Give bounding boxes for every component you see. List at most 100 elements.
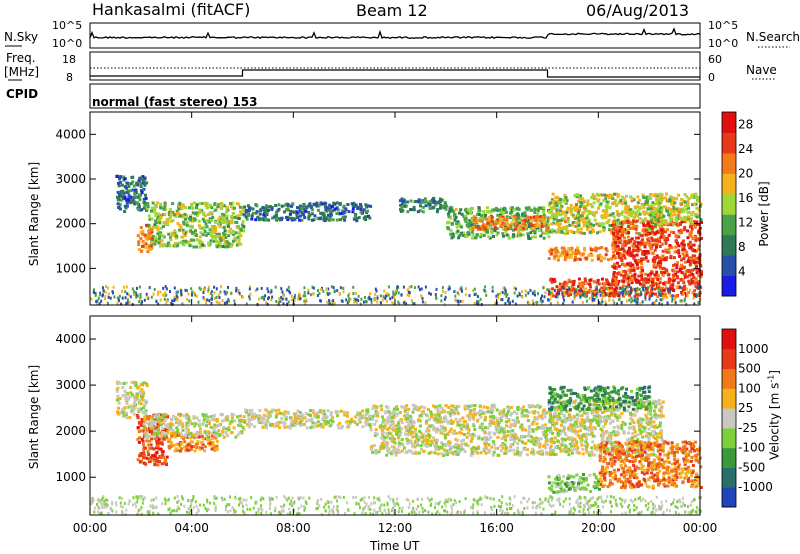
ground-scatter-cell (434, 293, 437, 297)
ground-scatter-cell (280, 297, 282, 301)
echo-cell (160, 462, 164, 466)
echo-cell (690, 277, 694, 281)
echo-cell (617, 201, 621, 205)
echo-cell (613, 276, 617, 280)
ground-scatter-cell (188, 299, 191, 303)
echo-cell (357, 216, 361, 220)
echo-cell (121, 189, 125, 193)
echo-cell (660, 258, 664, 262)
echo-cell (664, 241, 668, 245)
ground-scatter-cell (634, 288, 637, 291)
ground-scatter-cell (316, 289, 319, 292)
ground-scatter-cell (605, 293, 607, 297)
echo-cell (620, 195, 624, 199)
echo-cell (145, 417, 149, 421)
echo-cell (611, 241, 615, 245)
echo-cell (680, 263, 684, 267)
echo-cell (316, 411, 320, 415)
echo-cell (479, 232, 483, 236)
echo-cell (539, 217, 543, 221)
ground-scatter-cell (652, 301, 655, 305)
echo-cell (588, 230, 592, 234)
echo-cell (133, 398, 137, 402)
echo-cell (142, 241, 146, 245)
echo-cell (283, 414, 287, 418)
echo-cell (645, 287, 648, 290)
echo-cell (421, 205, 425, 209)
echo-cell (471, 233, 475, 237)
echo-cell (577, 206, 581, 210)
echo-cell (626, 274, 630, 278)
echo-cell (617, 256, 621, 259)
echo-cell (560, 282, 564, 286)
echo-cell (666, 221, 670, 225)
echo-cell (149, 422, 153, 425)
echo-cell (454, 208, 458, 211)
echo-cell (152, 447, 156, 451)
echo-cell (537, 207, 541, 211)
echo-cell (530, 218, 534, 222)
echo-cell (171, 202, 175, 206)
echo-cell (247, 417, 251, 421)
echo-cell (213, 433, 216, 437)
echo-cell (129, 391, 133, 395)
echo-cell (548, 230, 552, 234)
echo-cell (129, 405, 132, 409)
echo-cell (493, 229, 497, 233)
echo-cell (196, 440, 200, 444)
echo-cell (124, 185, 128, 189)
ground-scatter-cell (288, 289, 291, 293)
echo-cell (483, 227, 487, 231)
echo-cell (619, 199, 623, 202)
echo-cell (116, 380, 120, 384)
echo-cell (227, 224, 230, 228)
echo-cell (464, 219, 468, 223)
echo-cell (574, 255, 577, 259)
echo-cell (641, 234, 644, 238)
echo-cell (224, 236, 228, 240)
echo-cell (238, 431, 242, 435)
ground-scatter-cell (318, 291, 321, 295)
echo-cell (147, 223, 151, 227)
ground-scatter-cell (630, 286, 633, 290)
ground-scatter-cell (170, 301, 173, 305)
echo-cell (555, 250, 559, 253)
ground-scatter-cell (281, 290, 284, 294)
colorbar-segment (722, 234, 736, 256)
echo-cell (257, 218, 261, 222)
ground-scatter-cell (441, 289, 444, 293)
echo-cell (592, 201, 596, 205)
echo-cell (635, 263, 639, 267)
echo-cell (123, 177, 127, 181)
echo-cell (554, 196, 558, 200)
echo-cell (278, 411, 282, 415)
echo-cell (269, 423, 272, 427)
echo-cell (550, 230, 554, 234)
echo-cell (554, 254, 558, 258)
echo-cell (169, 238, 173, 242)
echo-cell (495, 227, 499, 230)
echo-cell (147, 435, 151, 439)
echo-cell (318, 203, 321, 207)
echo-cell (133, 192, 137, 196)
ground-scatter-cell (126, 292, 129, 296)
echo-cell (307, 210, 311, 214)
echo-cell (437, 201, 440, 205)
ground-scatter-cell (514, 287, 517, 291)
echo-cell (116, 195, 119, 199)
ground-scatter-cell (224, 292, 227, 296)
colorbar-tick-label: 20 (738, 166, 753, 180)
echo-cell (568, 206, 572, 210)
ground-scatter-cell (328, 299, 331, 303)
ground-scatter-cell (484, 285, 487, 289)
echo-cell (164, 461, 168, 465)
echo-cell (233, 419, 237, 423)
echo-cell (153, 242, 157, 246)
echo-cell (665, 237, 669, 241)
echo-cell (689, 258, 693, 261)
ground-scatter-cell (660, 298, 663, 302)
ground-scatter-cell (549, 297, 552, 301)
echo-cell (208, 220, 212, 224)
echo-cell (308, 202, 312, 206)
echo-cell (183, 445, 187, 449)
